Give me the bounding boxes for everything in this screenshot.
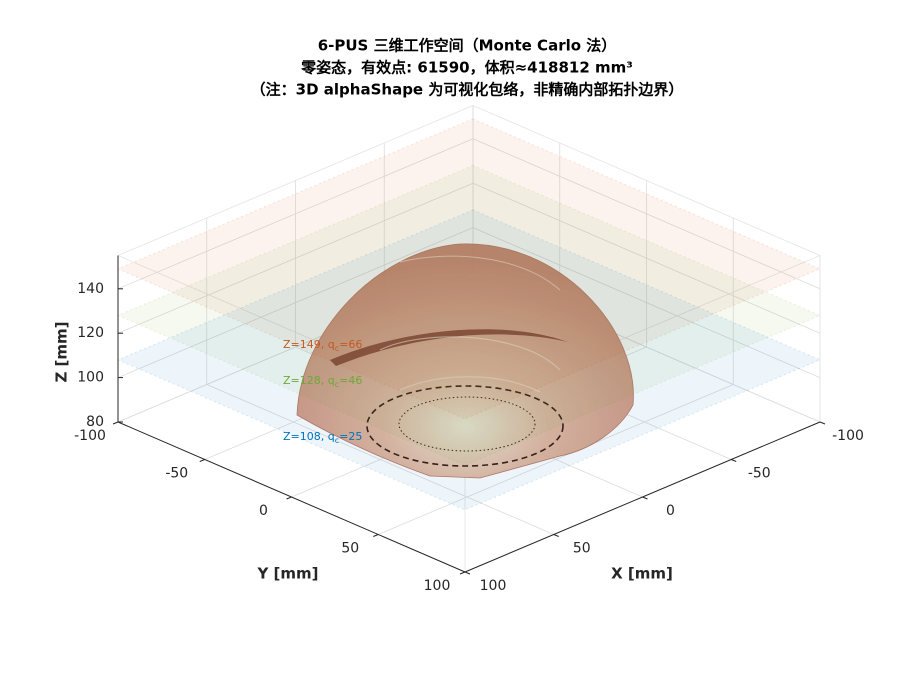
workspace-envelope <box>296 243 634 479</box>
envelope-edge <box>379 336 561 393</box>
tick-mark <box>112 421 119 425</box>
x-tick-label: 0 <box>666 503 675 519</box>
box-edge <box>472 105 821 256</box>
z-axis-label: Z [mm] <box>53 321 71 382</box>
tick-mark <box>464 571 471 575</box>
x-tick-label: 50 <box>573 541 591 557</box>
grid-line <box>117 227 474 378</box>
slice-plane <box>116 118 822 420</box>
grid-line <box>472 182 821 334</box>
tick-mark <box>731 459 737 462</box>
slice-label: Z=128, qc=46 <box>283 374 362 389</box>
envelope-edge <box>399 255 561 291</box>
grid-line <box>472 227 821 378</box>
x-tick-label: 100 <box>480 578 507 594</box>
tick-mark <box>553 534 559 537</box>
tick-mark <box>459 571 466 575</box>
slice-label: Z=108, qc=25 <box>283 430 362 445</box>
x-axis-line <box>464 421 821 573</box>
title-line: （注：3D alphaShape 为可视化包络，非精确内部拓扑边界） <box>251 81 684 99</box>
y-tick-label: -50 <box>165 466 188 482</box>
slice-label-part: c <box>335 436 339 445</box>
envelope-surface <box>296 243 634 479</box>
y-tick-label: 100 <box>424 578 451 594</box>
tick-mark <box>373 534 379 537</box>
slice-label-part: Z=128, q <box>283 374 335 387</box>
z-tick-label: 80 <box>86 414 104 430</box>
slice-label-part: c <box>335 344 339 353</box>
slice-plane <box>116 209 822 511</box>
y-axis-line <box>117 421 466 573</box>
slice-label-part: Z=108, q <box>283 430 335 443</box>
z-tick-label: 120 <box>77 325 104 341</box>
slice-plane <box>116 164 822 466</box>
grid-line <box>117 182 474 334</box>
tick-mark <box>286 496 292 500</box>
title-line: 6-PUS 三维工作空间（Monte Carlo 法） <box>318 37 617 55</box>
grid-line <box>117 138 474 290</box>
z-tick-label: 100 <box>77 370 104 386</box>
title-line: 零姿态，有效点: 61590，体积≈418812 mm³ <box>300 59 633 77</box>
x-tick-label: -100 <box>832 428 864 444</box>
y-axis-label: Y [mm] <box>256 565 318 583</box>
tick-mark <box>199 459 205 462</box>
slice-label-part: =25 <box>339 430 362 443</box>
dotted-circle <box>398 396 536 452</box>
slice-label-part: =66 <box>339 338 362 351</box>
tick-mark <box>819 421 826 425</box>
axes-front: -100 -50 0 50 100 -100 -50 0 50 100 80 100 120 140 Z=1… <box>74 118 864 594</box>
grid-line <box>378 384 734 535</box>
x-axis-label: X [mm] <box>611 565 673 583</box>
slice-label-part: =46 <box>339 374 362 387</box>
slice-label-part: c <box>335 380 339 389</box>
x-tick-label: -50 <box>748 466 771 482</box>
tick-mark <box>642 496 648 500</box>
grid-line <box>472 138 821 290</box>
y-tick-label: 0 <box>259 503 268 519</box>
y-tick-label: 50 <box>341 541 359 557</box>
z-tick-label: 140 <box>77 281 104 297</box>
slice-label-part: Z=149, q <box>283 338 335 351</box>
dashed-circle <box>366 385 564 467</box>
slice-label: Z=149, qc=66 <box>283 338 362 353</box>
box-edge <box>117 105 474 256</box>
y-tick-label: -100 <box>74 428 106 444</box>
